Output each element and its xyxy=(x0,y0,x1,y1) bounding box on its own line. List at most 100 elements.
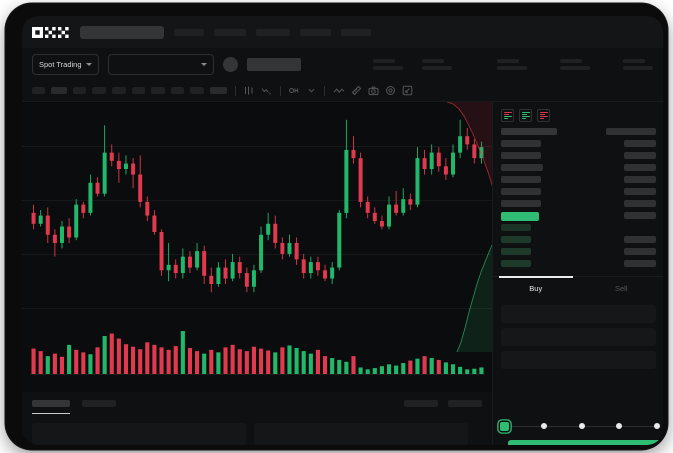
snapshot-icon[interactable] xyxy=(368,86,379,96)
ticker-stat-value xyxy=(373,65,403,70)
orderbook-row-size xyxy=(624,260,656,267)
stepper-dot-1[interactable] xyxy=(500,421,509,431)
orderbook-row-size xyxy=(624,164,656,171)
orderbook-row[interactable] xyxy=(501,248,656,260)
nav-item-5[interactable] xyxy=(341,28,371,36)
top-navigation-bar xyxy=(22,16,663,48)
bottom-panel-right[interactable] xyxy=(254,423,468,445)
orderbook-mode-both-icon[interactable] xyxy=(501,109,514,122)
ticker-stat-1 xyxy=(373,58,403,70)
chart-type-candles-icon[interactable] xyxy=(244,86,255,95)
stepper-dot-5[interactable] xyxy=(654,423,660,429)
order-side-tabs: Buy Sell xyxy=(493,276,663,299)
stepper-dot-2[interactable] xyxy=(540,423,547,429)
chart-type-line-icon[interactable] xyxy=(261,86,272,95)
chart-gridline xyxy=(22,200,492,201)
chart-gridline xyxy=(22,254,492,255)
sub-navigation-bar: Spot Trading xyxy=(22,48,663,80)
bottom-tab-active-underline xyxy=(32,413,70,415)
ticker-stat-label xyxy=(560,58,582,63)
orderbook-row-size xyxy=(624,176,656,183)
orderbook-row-size xyxy=(606,128,656,135)
orderbook-row[interactable] xyxy=(501,224,656,236)
orderbook-row[interactable] xyxy=(501,200,656,212)
market-type-selector[interactable]: Spot Trading xyxy=(32,53,99,75)
orderbook-rows[interactable] xyxy=(493,126,663,272)
settings-gear-icon[interactable] xyxy=(385,85,396,96)
order-price-field[interactable] xyxy=(501,305,656,323)
nav-item-2[interactable] xyxy=(214,28,246,36)
interval-7[interactable] xyxy=(151,87,165,94)
global-search-input[interactable] xyxy=(80,25,164,39)
interval-10[interactable] xyxy=(210,87,227,94)
orderbook-row-size xyxy=(624,236,656,243)
orderbook-row-price xyxy=(501,200,541,207)
orderbook-row-size xyxy=(624,188,656,195)
ruler-icon[interactable] xyxy=(351,85,362,96)
order-progress-stepper xyxy=(500,420,660,432)
interval-5[interactable] xyxy=(112,87,126,94)
stepper-dot-4[interactable] xyxy=(616,423,623,429)
interval-3[interactable] xyxy=(73,87,86,94)
okx-logo[interactable] xyxy=(32,26,70,38)
indicators-icon[interactable] xyxy=(289,86,301,95)
orderbook-row[interactable] xyxy=(501,176,656,188)
toolbar-divider xyxy=(324,85,325,96)
device-bezel: Spot Trading xyxy=(6,4,667,449)
orderbook-row-price xyxy=(501,140,541,147)
orderbook-row[interactable] xyxy=(501,164,656,176)
bottom-tab-order-history[interactable] xyxy=(82,400,116,407)
interval-2[interactable] xyxy=(51,87,67,94)
orderbook-row[interactable] xyxy=(501,212,656,224)
tab-sell[interactable]: Sell xyxy=(614,283,628,293)
order-total-field[interactable] xyxy=(501,351,656,369)
nav-item-3[interactable] xyxy=(256,28,290,36)
pair-coin-avatar xyxy=(222,56,238,72)
orderbook-mode-asks-icon[interactable] xyxy=(537,109,550,122)
orderbook-row-price xyxy=(501,128,557,135)
orderbook-row[interactable] xyxy=(501,128,656,140)
chart-toolbar xyxy=(22,80,663,102)
order-amount-field[interactable] xyxy=(501,328,656,346)
chart-gridline xyxy=(22,308,492,309)
submit-order-button[interactable] xyxy=(508,440,663,445)
ticker-stat-5 xyxy=(623,58,653,70)
orderbook-row-size xyxy=(624,248,656,255)
orderbook-mode-bids-icon[interactable] xyxy=(519,109,532,122)
orderbook-row[interactable] xyxy=(501,260,656,272)
orderbook-row[interactable] xyxy=(501,152,656,164)
orderbook-row-price xyxy=(501,164,543,171)
interval-6[interactable] xyxy=(132,87,145,94)
interval-4[interactable] xyxy=(92,87,106,94)
orderbook-row-price xyxy=(501,248,531,255)
orderbook-row-price xyxy=(501,176,541,183)
orderbook-row-price xyxy=(501,152,541,159)
ticker-stat-value xyxy=(623,65,653,70)
nav-item-4[interactable] xyxy=(300,28,331,36)
stepper-dot-3[interactable] xyxy=(578,423,585,429)
bottom-panel-left[interactable] xyxy=(32,423,246,445)
orderbook-row-price xyxy=(501,212,539,221)
chevron-down-icon xyxy=(85,62,92,66)
orderbook-row[interactable] xyxy=(501,140,656,152)
market-type-label: Spot Trading xyxy=(39,59,82,69)
orderbook-row-size xyxy=(624,212,656,219)
bottom-action-1[interactable] xyxy=(404,400,438,407)
ticker-stat-label xyxy=(373,58,395,63)
bottom-action-2[interactable] xyxy=(448,400,482,407)
chart-settings-chevron-icon[interactable] xyxy=(307,86,316,95)
trendline-icon[interactable] xyxy=(333,86,345,95)
interval-9[interactable] xyxy=(190,87,204,94)
price-chart[interactable] xyxy=(22,102,492,392)
nav-item-1[interactable] xyxy=(174,28,204,36)
trading-pair-selector[interactable] xyxy=(107,53,214,75)
orderbook-row[interactable] xyxy=(501,188,656,200)
bottom-tab-open-orders[interactable] xyxy=(32,400,70,407)
device-screen: Spot Trading xyxy=(22,16,663,445)
orderbook-row[interactable] xyxy=(501,236,656,248)
tab-buy[interactable]: Buy xyxy=(529,283,543,293)
fullscreen-icon[interactable] xyxy=(402,85,413,96)
interval-8[interactable] xyxy=(171,87,184,94)
interval-1[interactable] xyxy=(32,87,45,94)
